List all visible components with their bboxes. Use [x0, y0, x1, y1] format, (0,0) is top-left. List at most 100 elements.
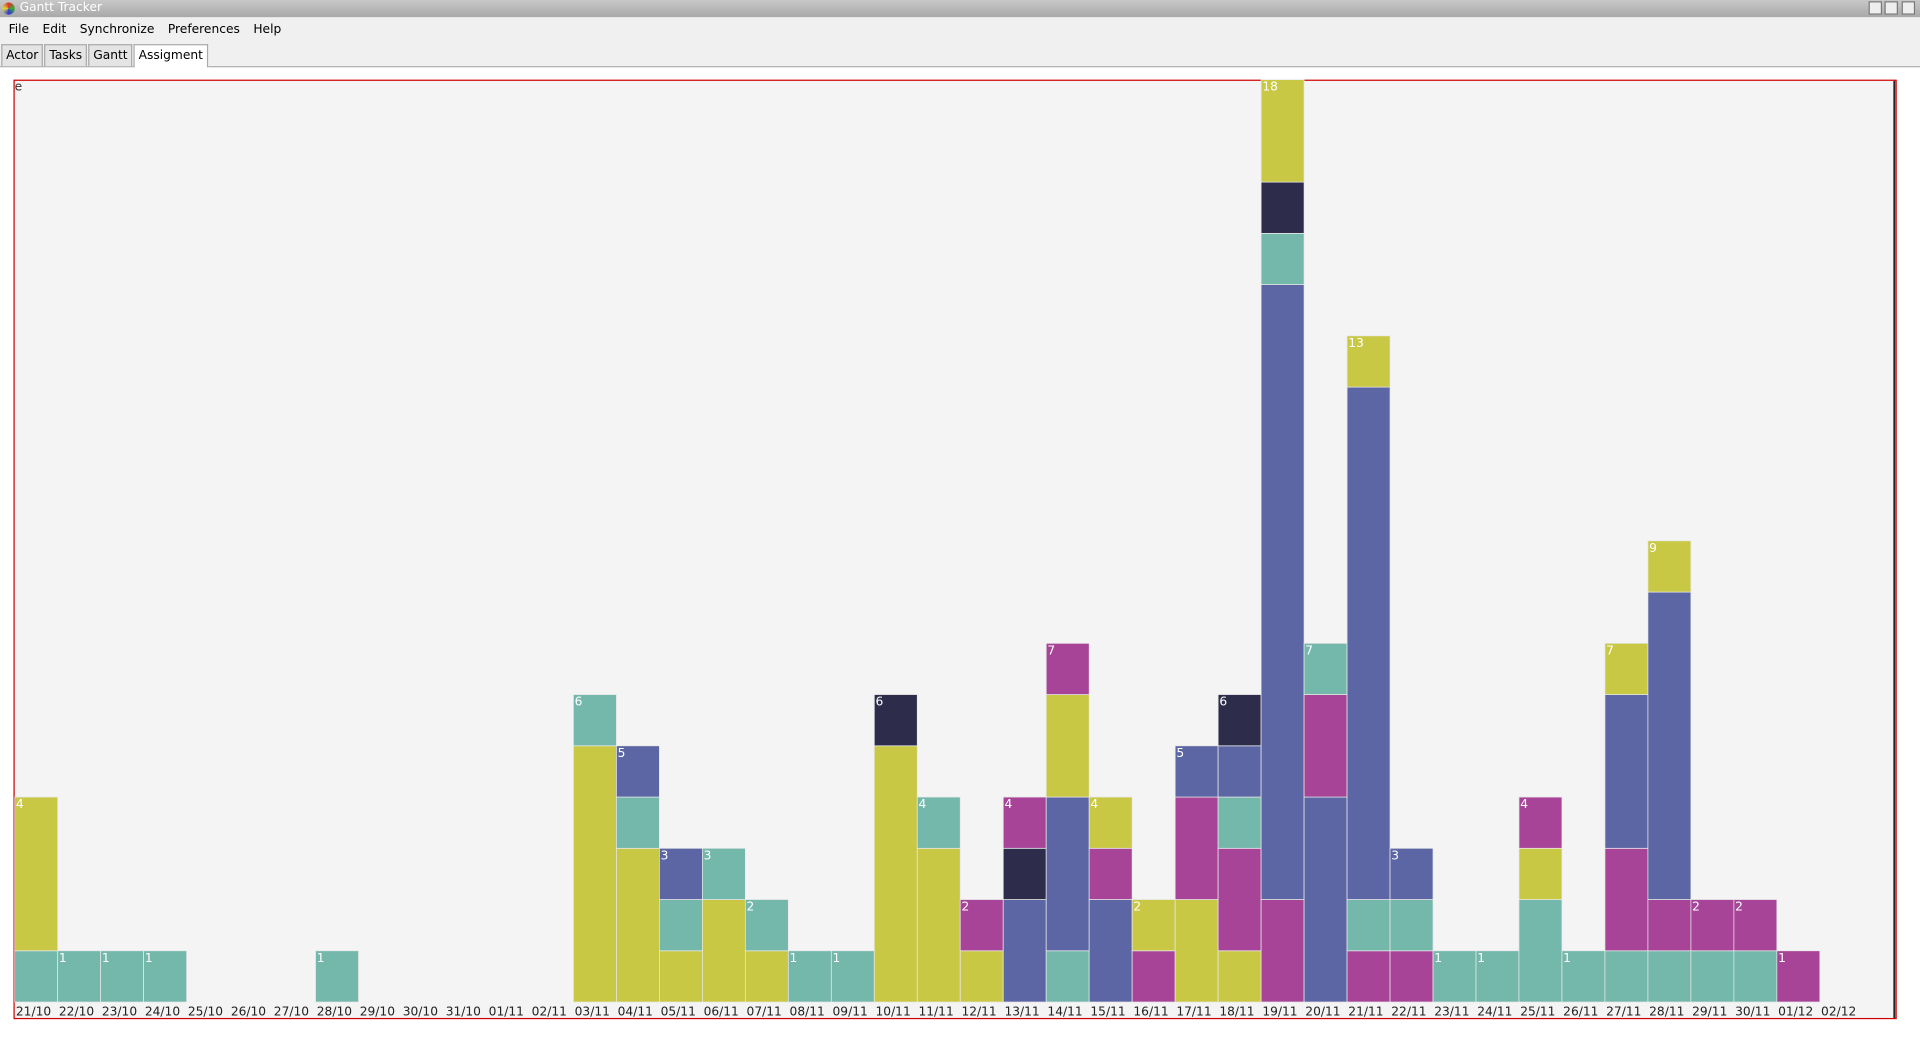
bar-total-label: 1	[145, 951, 153, 965]
bar-segment	[1174, 899, 1219, 1003]
x-tick-label: 04/11	[618, 1004, 653, 1018]
menu-item[interactable]: Preferences	[167, 23, 240, 37]
bar-segment	[1260, 899, 1305, 1003]
restore-button[interactable]	[1884, 1, 1898, 15]
bar-total-label: 7	[1047, 643, 1055, 657]
minimize-button[interactable]	[1868, 1, 1883, 15]
bar-segment	[1260, 181, 1305, 234]
bar-segment	[1733, 950, 1778, 1003]
bar-total-label: 3	[704, 848, 712, 862]
bar-segment	[1647, 950, 1692, 1003]
bar-segment	[916, 847, 961, 1003]
bar-segment	[1604, 950, 1649, 1003]
window-title: Gantt Tracker	[19, 1, 103, 15]
bar-segment	[1346, 899, 1391, 952]
bar-segment	[1217, 694, 1262, 747]
x-tick-label: 31/10	[446, 1004, 481, 1018]
bar-segment	[702, 847, 746, 900]
bar-segment	[1561, 950, 1606, 1003]
bar-segment	[744, 899, 789, 952]
bar-segment	[1432, 950, 1477, 1003]
bar-total-label: 5	[1176, 746, 1184, 760]
x-tick-label: 10/11	[876, 1004, 911, 1018]
bar-segment	[1088, 847, 1133, 900]
tab[interactable]: Tasks	[44, 44, 88, 67]
bar-total-label: 3	[1391, 848, 1399, 862]
bar-segment	[1690, 950, 1735, 1003]
bar-segment	[616, 847, 660, 1003]
bar-segment	[916, 796, 961, 849]
x-tick-label: 29/10	[360, 1004, 395, 1018]
tab[interactable]: Gantt	[88, 44, 133, 67]
bar-segment	[1174, 745, 1219, 798]
bar-total-label: 4	[16, 797, 24, 811]
bar-segment	[1217, 745, 1262, 798]
bar-segment	[744, 950, 789, 1003]
x-tick-label: 01/11	[489, 1004, 524, 1018]
bar-segment	[1389, 847, 1434, 900]
x-tick-label: 29/11	[1692, 1004, 1727, 1018]
x-tick-label: 27/10	[274, 1004, 309, 1018]
bar-total-label: 1	[790, 951, 798, 965]
x-tick-label: 22/10	[59, 1004, 94, 1018]
bar-segment	[1518, 796, 1563, 849]
x-tick-label: 20/11	[1305, 1004, 1340, 1018]
tab[interactable]: Actor	[1, 44, 44, 67]
bar-total-label: 1	[1563, 951, 1571, 965]
bar-segment	[1045, 950, 1090, 1003]
bar-total-label: 6	[575, 695, 583, 709]
x-tick-label: 28/10	[317, 1004, 352, 1018]
x-tick-label: 25/11	[1520, 1004, 1555, 1018]
menu-item[interactable]: Help	[253, 23, 282, 37]
bar-total-label: 2	[961, 900, 969, 914]
bar-segment	[1002, 899, 1047, 1003]
title-bar: Gantt Tracker	[0, 0, 1920, 18]
bar-segment	[959, 950, 1004, 1003]
bar-total-label: 1	[833, 951, 841, 965]
bar-total-label: 6	[1219, 695, 1227, 709]
bar-segment	[1647, 591, 1692, 900]
bar-segment	[1518, 899, 1563, 1003]
bar-segment	[573, 745, 617, 1003]
bar-segment	[1174, 796, 1219, 900]
bar-total-label: 4	[918, 797, 926, 811]
x-tick-label: 11/11	[918, 1004, 953, 1018]
bar-segment	[57, 950, 102, 1003]
menu-item[interactable]: Edit	[42, 23, 67, 37]
x-tick-label: 24/10	[145, 1004, 180, 1018]
tab-bar: Actor Tasks Gantt Assigment	[0, 43, 1920, 69]
bar-segment	[14, 950, 59, 1003]
x-tick-label: 06/11	[704, 1004, 739, 1018]
bar-total-label: 5	[618, 746, 626, 760]
x-tick-label: 25/10	[188, 1004, 223, 1018]
bar-segment	[1002, 796, 1047, 849]
bar-total-label: 2	[1692, 900, 1700, 914]
tab[interactable]: Assigment	[133, 44, 208, 69]
bar-segment	[1045, 694, 1090, 798]
bar-segment	[659, 847, 703, 900]
bar-total-label: 3	[661, 848, 669, 862]
bar-total-label: 9	[1649, 541, 1657, 555]
bar-segment	[100, 950, 145, 1003]
bar-total-label: 1	[59, 951, 67, 965]
bar-segment	[1647, 899, 1692, 952]
x-tick-label: 18/11	[1219, 1004, 1254, 1018]
bar-segment	[1260, 79, 1305, 183]
bar-segment	[1389, 899, 1434, 952]
bar-segment	[1733, 899, 1778, 952]
x-tick-label: 08/11	[790, 1004, 825, 1018]
x-tick-label: 02/11	[532, 1004, 567, 1018]
bar-segment	[1002, 847, 1047, 900]
bar-segment	[1260, 232, 1305, 285]
menu-item[interactable]: Synchronize	[79, 23, 155, 37]
x-tick-label: 30/11	[1735, 1004, 1770, 1018]
bar-segment	[1518, 847, 1563, 900]
bar-segment	[14, 796, 59, 952]
x-tick-label: 03/11	[575, 1004, 610, 1018]
menu-item[interactable]: File	[8, 23, 30, 37]
bar-total-label: 7	[1606, 643, 1614, 657]
x-tick-label: 28/11	[1649, 1004, 1684, 1018]
close-button[interactable]	[1901, 1, 1916, 15]
bar-segment	[315, 950, 359, 1003]
